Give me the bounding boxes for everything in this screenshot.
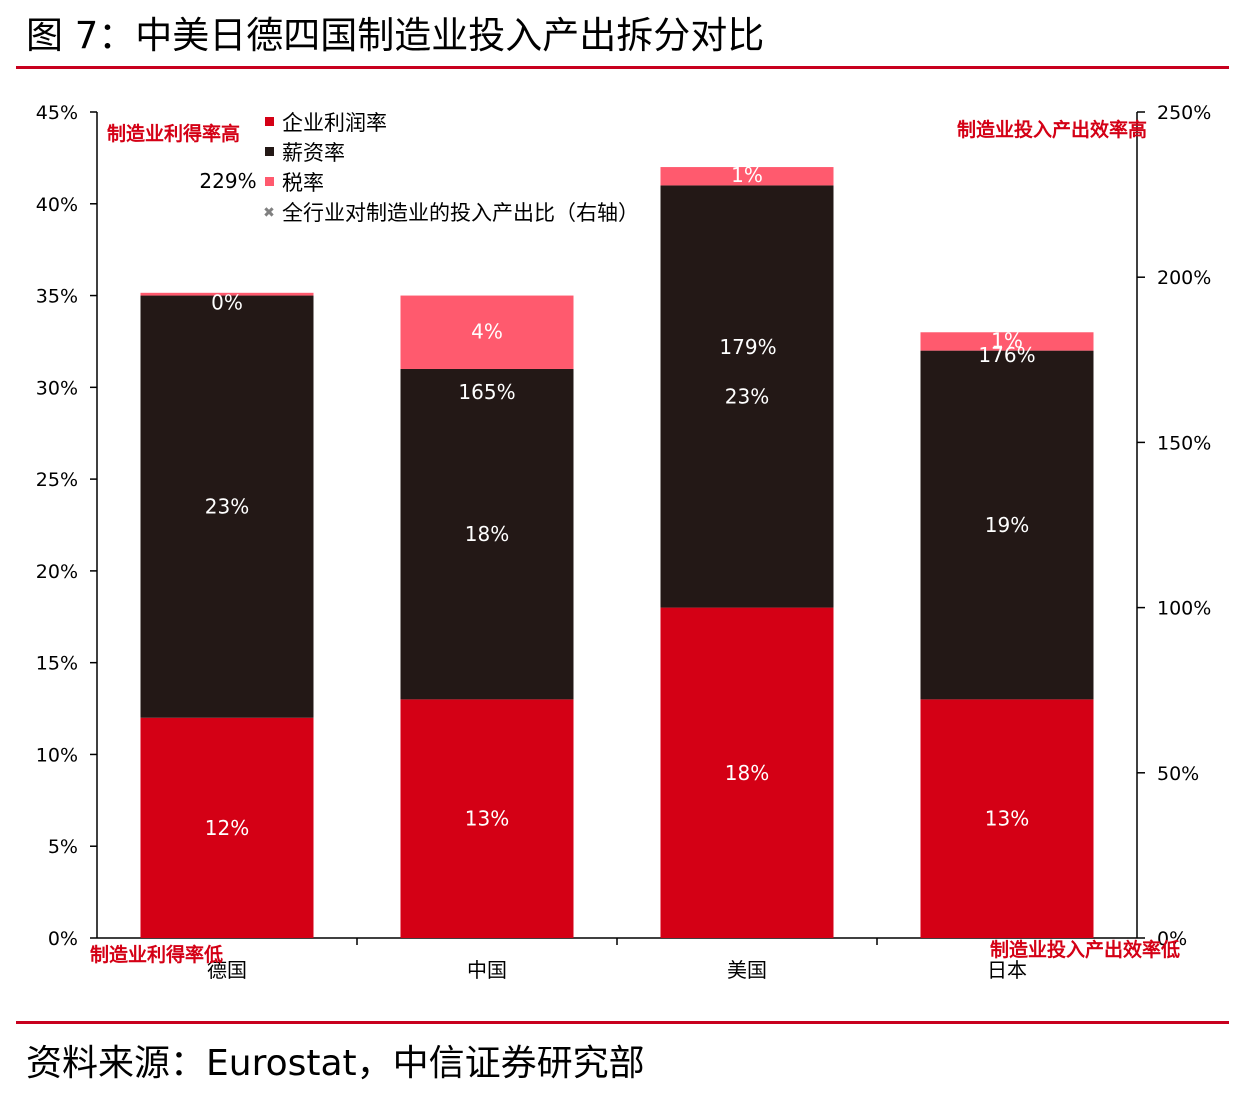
figure-title: 图 7：中美日德四国制造业投入产出拆分对比 <box>26 14 765 57</box>
bar-profit <box>660 607 834 938</box>
bottom-rule <box>16 1021 1229 1024</box>
ratio-label: 165% <box>458 380 515 404</box>
legend-label: 全行业对制造业的投入产出比（右轴） <box>282 201 639 225</box>
category-label: 中国 <box>467 958 507 982</box>
bar-value-label: 19% <box>985 513 1029 537</box>
bar-value-label: 18% <box>725 761 769 785</box>
right-tick-label: 250% <box>1157 102 1211 124</box>
left-tick-label: 35% <box>36 286 78 308</box>
bar-salary <box>920 350 1094 700</box>
bar-tax <box>920 332 1094 351</box>
bar-profit <box>920 699 1094 938</box>
bar-value-label: 23% <box>725 385 769 409</box>
bar-tax <box>660 167 834 186</box>
left-tick-label: 15% <box>36 653 78 675</box>
left-tick-label: 25% <box>36 469 78 491</box>
bar-value-label: 0% <box>211 291 243 315</box>
left-tick-label: 45% <box>36 102 78 124</box>
bar-value-label: 4% <box>471 319 503 343</box>
right-tick-label: 150% <box>1157 432 1211 454</box>
bar-salary <box>400 368 574 700</box>
annotation-right-top: 制造业投入产出效率高 <box>957 118 1147 141</box>
bar-profit <box>400 699 574 938</box>
ratio-label: 229% <box>199 169 256 193</box>
left-tick-label: 5% <box>48 836 78 858</box>
legend-swatch <box>265 117 274 126</box>
bar-tax <box>400 295 574 369</box>
right-tick-label: 50% <box>1157 763 1199 785</box>
ratio-label: 176% <box>978 343 1035 367</box>
bar-salary <box>660 185 834 608</box>
right-tick-label: 200% <box>1157 267 1211 289</box>
legend-swatch <box>265 177 274 186</box>
legend-marker: ✖ <box>263 205 275 221</box>
legend-swatch <box>265 147 274 156</box>
bar-profit <box>140 717 314 938</box>
annotation-left-top: 制造业利得率高 <box>107 122 240 145</box>
figure-source: 资料来源：Eurostat，中信证券研究部 <box>26 1043 645 1084</box>
legend-label: 税率 <box>282 171 324 195</box>
category-label: 美国 <box>727 958 767 982</box>
right-tick-label: 0% <box>1157 928 1187 950</box>
bar-salary <box>140 295 314 718</box>
left-tick-label: 30% <box>36 377 78 399</box>
bar-value-label: 13% <box>985 807 1029 831</box>
bar-value-label: 23% <box>205 495 249 519</box>
left-tick-label: 20% <box>36 561 78 583</box>
left-tick-label: 40% <box>36 194 78 216</box>
bar-tax <box>140 292 314 296</box>
annotation-left-bottom: 制造业利得率低 <box>90 943 223 966</box>
category-label: 日本 <box>987 958 1027 982</box>
right-tick-label: 100% <box>1157 598 1211 620</box>
left-tick-label: 0% <box>48 928 78 950</box>
bar-value-label: 1% <box>731 163 763 187</box>
bar-value-label: 12% <box>205 816 249 840</box>
legend-label: 企业利润率 <box>282 111 387 135</box>
annotation-right-bottom: 制造业投入产出效率低 <box>990 938 1180 961</box>
left-tick-label: 10% <box>36 744 78 766</box>
legend-label: 薪资率 <box>282 141 345 165</box>
bar-value-label: 18% <box>465 522 509 546</box>
category-label: 德国 <box>207 958 247 982</box>
ratio-label: 179% <box>719 335 776 359</box>
top-rule <box>16 66 1229 69</box>
bar-value-label: 13% <box>465 807 509 831</box>
bar-value-label: 1% <box>991 328 1023 352</box>
